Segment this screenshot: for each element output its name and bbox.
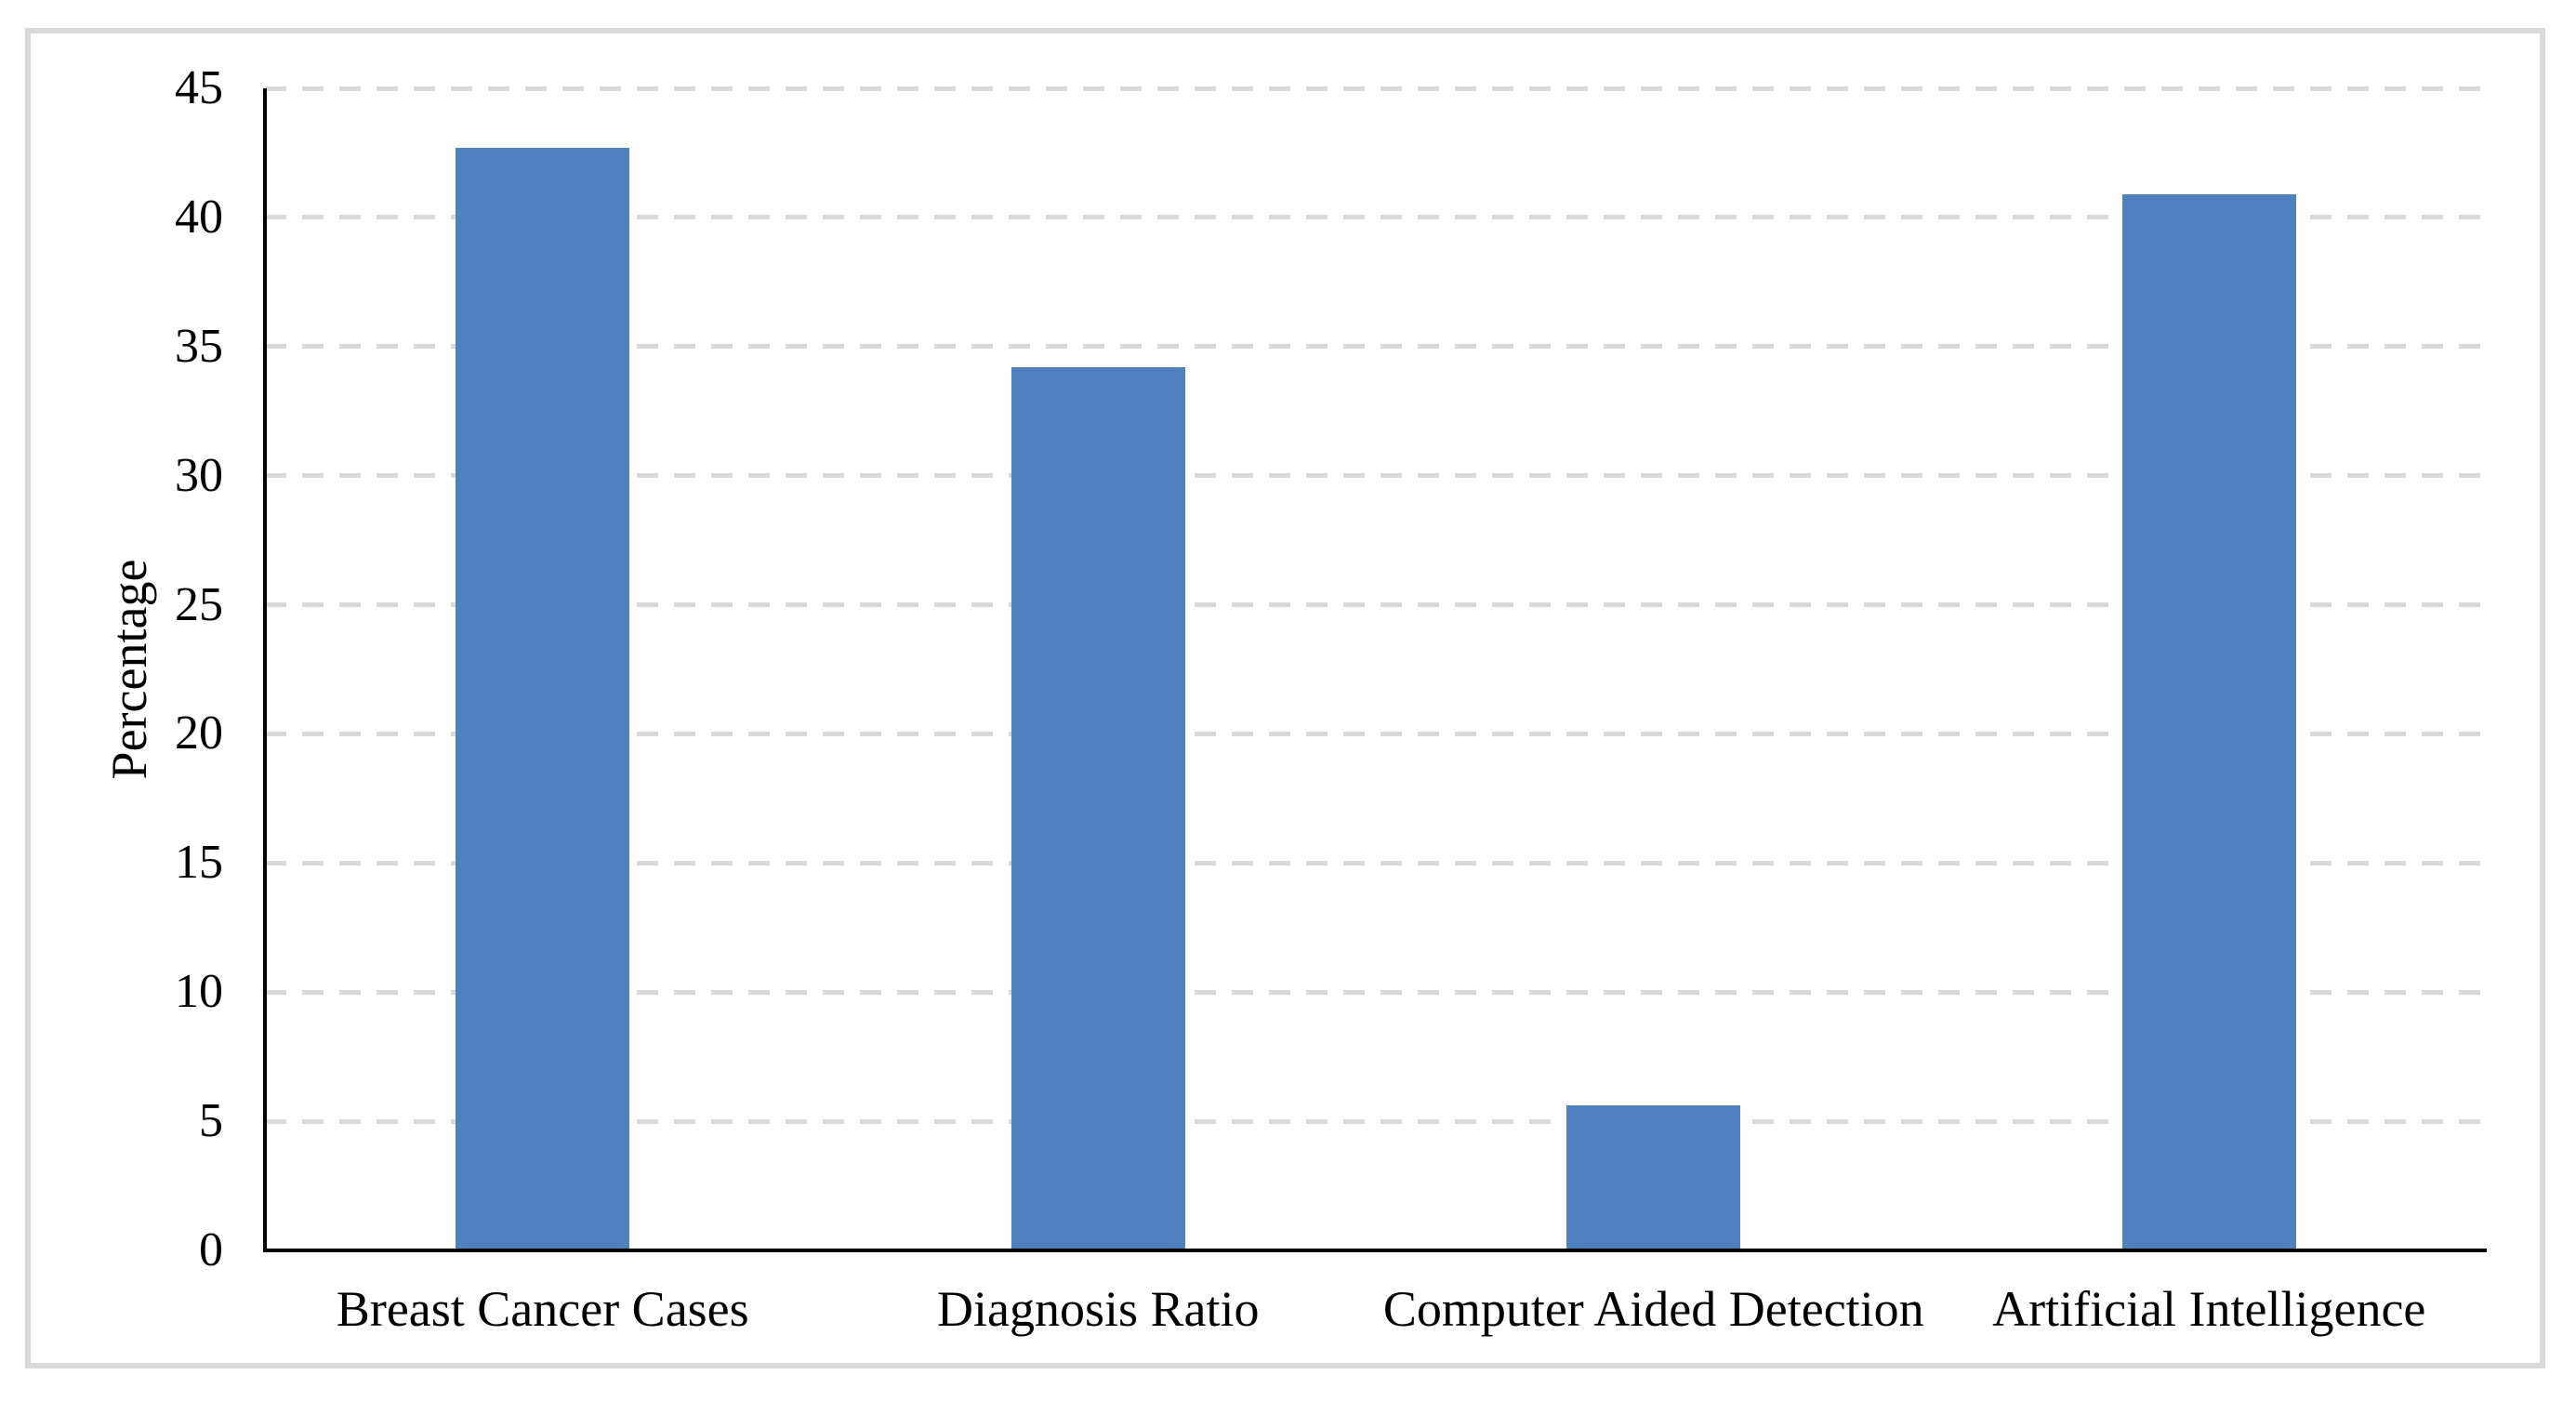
- gridline: [265, 602, 2487, 608]
- gridline: [265, 215, 2487, 220]
- gridline: [265, 731, 2487, 736]
- y-tick-label: 35: [175, 319, 223, 373]
- bar: [1566, 1105, 1741, 1250]
- y-tick-label: 25: [175, 577, 223, 631]
- x-category-label: Diagnosis Ratio: [937, 1281, 1260, 1337]
- gridline: [265, 860, 2487, 866]
- y-tick-label: 10: [175, 965, 223, 1019]
- gridline: [265, 1118, 2487, 1124]
- gridline: [265, 86, 2487, 91]
- plot-area: [263, 86, 2487, 1252]
- y-tick-label: 20: [175, 707, 223, 760]
- y-axis-line: [263, 88, 267, 1250]
- y-tick-label: 0: [199, 1223, 223, 1276]
- x-axis-line: [263, 1249, 2487, 1252]
- bar: [1011, 367, 1185, 1250]
- y-tick-label: 45: [175, 61, 223, 114]
- bar: [2121, 193, 2296, 1250]
- gridline: [265, 473, 2487, 479]
- x-category-label: Computer Aided Detection: [1382, 1281, 1924, 1337]
- bar: [456, 147, 630, 1250]
- x-category-label: Artificial Intelligence: [1992, 1281, 2426, 1337]
- y-tick-label: 15: [175, 836, 223, 890]
- gridline: [265, 989, 2487, 995]
- y-tick-label: 30: [175, 448, 223, 502]
- x-category-label: Breast Cancer Cases: [336, 1281, 749, 1337]
- gridline: [265, 344, 2487, 350]
- y-tick-label: 40: [175, 190, 223, 244]
- y-tick-label: 5: [199, 1094, 223, 1148]
